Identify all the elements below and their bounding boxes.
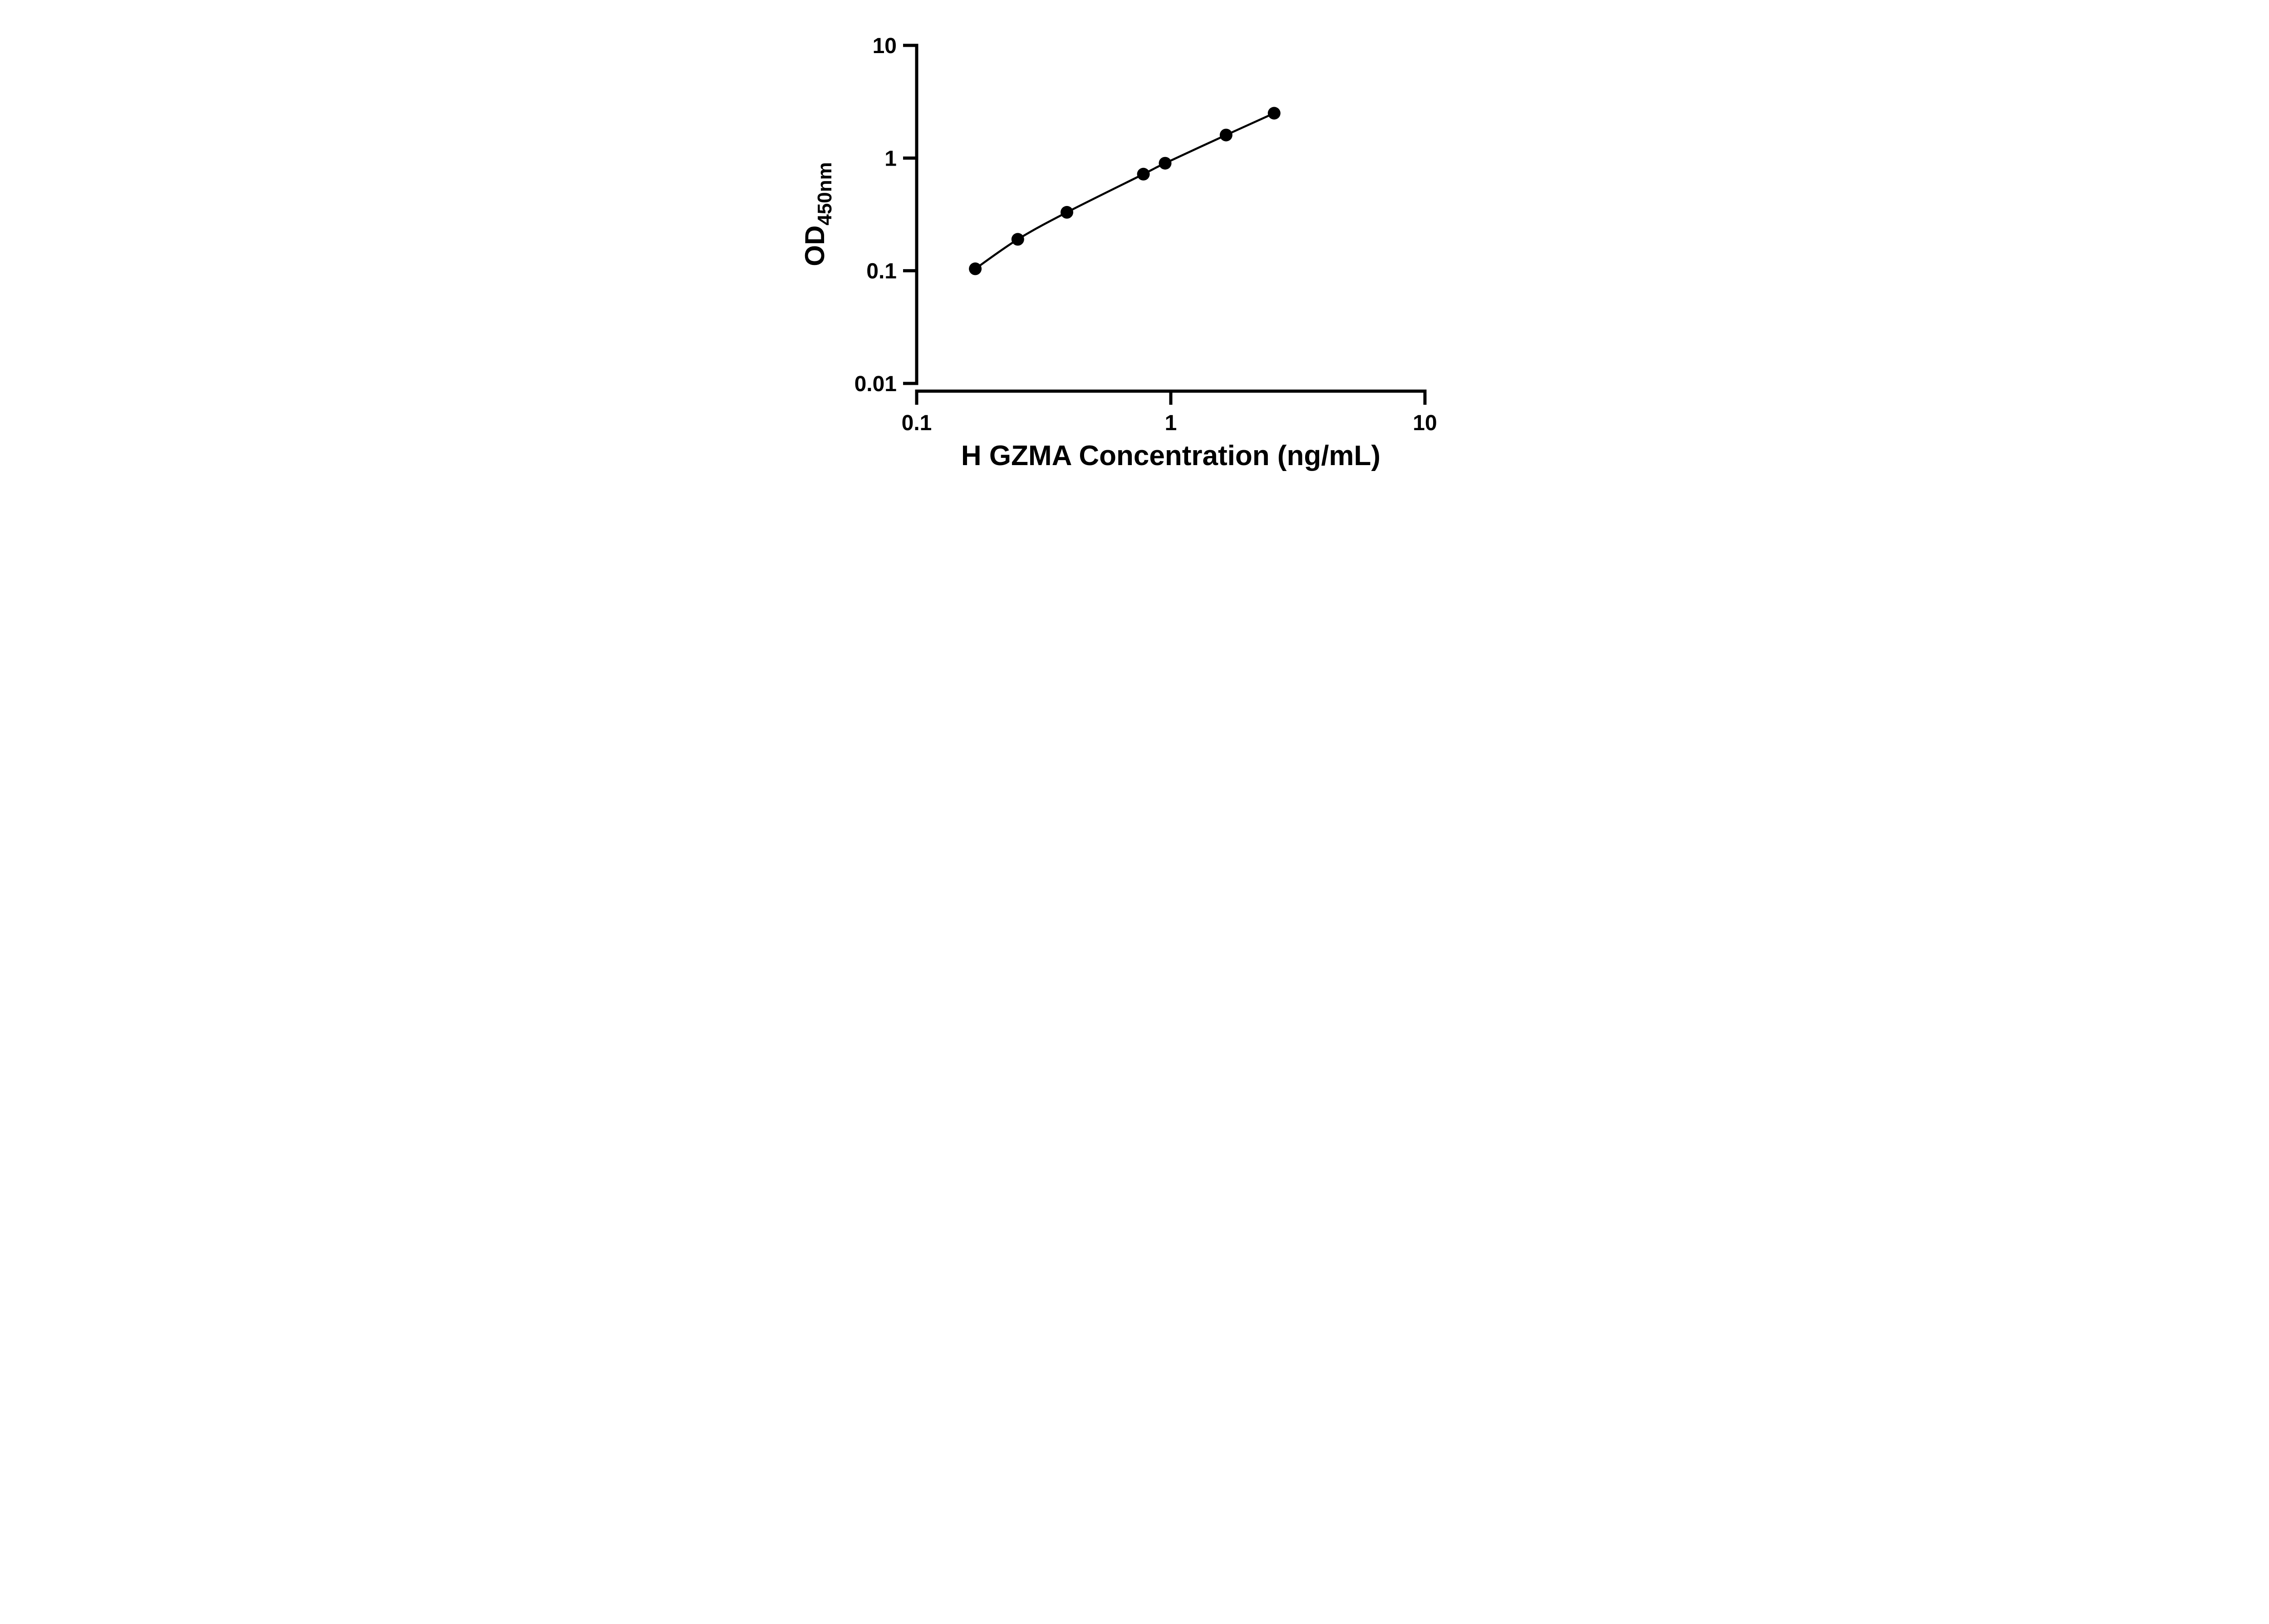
data-series [968,107,1281,275]
x-tick-label: 1 [1164,411,1177,435]
data-point [968,262,982,275]
y-tick-label: 10 [872,34,896,58]
x-axis-title: H GZMA Concentration (ng/mL) [961,440,1380,471]
data-point [1267,107,1281,120]
elisa-standard-curve-figure: 10 1 0.1 0.01 0.1 1 10 H GZMA Concentration (n… [784,0,1485,494]
data-point [1219,128,1233,142]
y-tick-label: 1 [884,147,897,171]
y-axis-title: OD450nm [800,162,836,266]
data-point [1159,157,1171,170]
y-axis-title-sub: 450nm [814,162,836,225]
y-axis-title-main: OD [800,226,830,266]
y-tick-label: 0.01 [854,372,896,396]
x-tick-label: 10 [1413,411,1437,435]
y-tick-label: 0.1 [866,260,897,284]
x-tick-label: 0.1 [901,411,932,435]
data-point [1060,206,1073,219]
data-point [1137,167,1150,181]
data-point [1011,233,1024,246]
